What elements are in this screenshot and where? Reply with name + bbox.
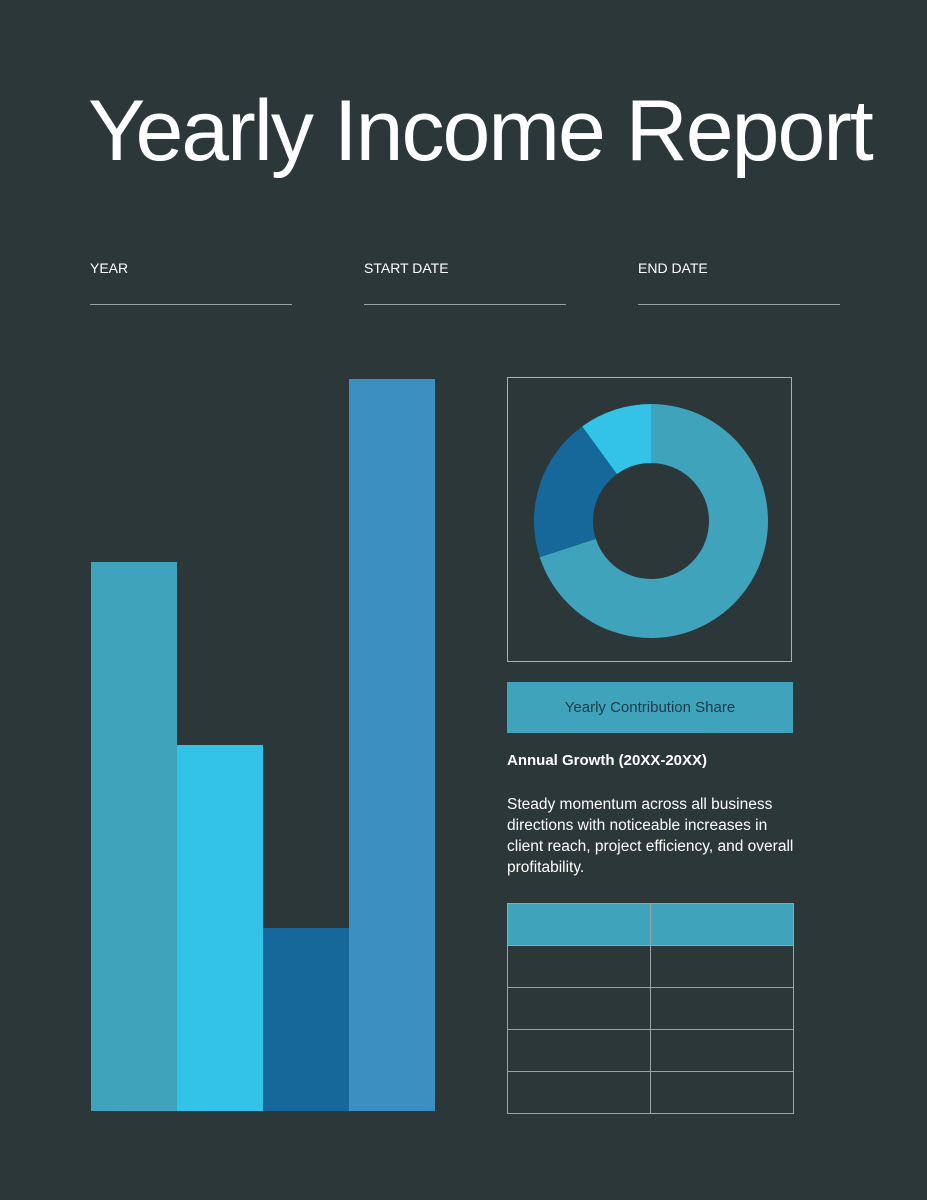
page-title: Yearly Income Report	[88, 83, 874, 179]
table-header-row	[507, 903, 794, 946]
year-input-line[interactable]	[90, 304, 292, 305]
table-row	[507, 987, 794, 1030]
growth-heading: Annual Growth (20XX-20XX)	[507, 752, 708, 769]
bar-4	[349, 379, 435, 1111]
table-cell	[650, 1029, 794, 1072]
start-date-label: START DATE	[364, 260, 449, 276]
table-cell	[650, 987, 794, 1030]
table-cell	[507, 945, 651, 988]
table-cell	[507, 987, 651, 1030]
donut-slice-3	[582, 404, 651, 475]
table-header-cell	[650, 903, 794, 946]
end-date-field[interactable]: END DATE	[638, 260, 840, 305]
table-row	[507, 945, 794, 988]
table-header-cell	[507, 903, 651, 946]
bar-3	[263, 928, 349, 1111]
donut-slice-2	[534, 426, 617, 558]
start-date-field[interactable]: START DATE	[364, 260, 566, 305]
table-row	[507, 1029, 794, 1072]
end-date-label: END DATE	[638, 260, 708, 276]
end-date-input-line[interactable]	[638, 304, 840, 305]
start-date-input-line[interactable]	[364, 304, 566, 305]
donut-chart	[534, 404, 768, 638]
year-field[interactable]: YEAR	[90, 260, 292, 305]
growth-body: Steady momentum across all business dire…	[507, 796, 794, 876]
donut-caption: Yearly Contribution Share	[507, 682, 793, 733]
data-table	[507, 903, 794, 1114]
table-cell	[507, 1071, 651, 1114]
table-cell	[650, 945, 794, 988]
table-row	[507, 1071, 794, 1114]
table-cell	[650, 1071, 794, 1114]
bar-2	[177, 745, 263, 1111]
donut-chart-frame	[507, 377, 792, 662]
year-label: YEAR	[90, 260, 129, 276]
bar-1	[91, 562, 177, 1111]
donut-slice-1	[539, 404, 768, 638]
table-cell	[507, 1029, 651, 1072]
